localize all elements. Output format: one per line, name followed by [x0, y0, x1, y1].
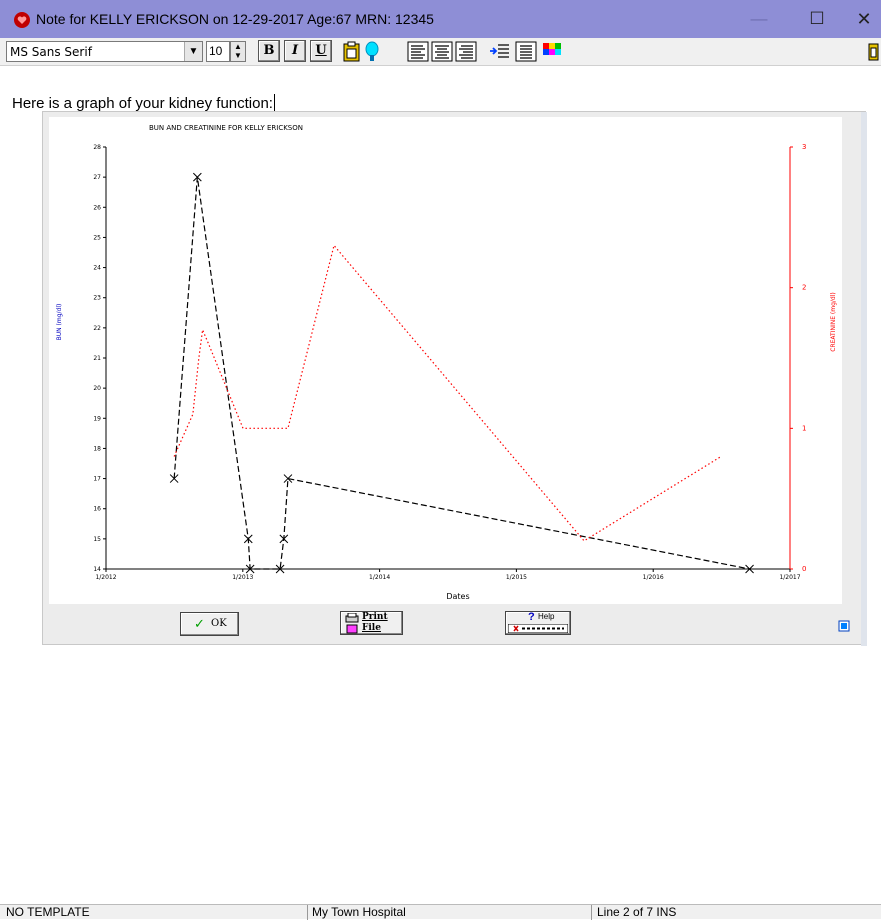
help-label: Help [538, 612, 555, 621]
underline-button[interactable]: U [310, 40, 332, 62]
chart-title: BUN AND CREATININE FOR KELLY ERICKSON [149, 124, 303, 132]
printer-icon [345, 613, 359, 623]
x-tick-label: 1/2013 [232, 574, 253, 581]
left-y-tick-label: 28 [93, 144, 101, 151]
kidney-function-chart: BUN AND CREATININE FOR KELLY ERICKSON141… [56, 124, 837, 601]
bun-data-point [245, 564, 255, 574]
left-y-tick-label: 18 [93, 445, 101, 452]
left-y-tick-label: 17 [93, 476, 101, 483]
left-y-tick-label: 19 [93, 415, 101, 422]
bun-data-point [192, 172, 202, 182]
bun-data-point [745, 564, 754, 574]
creatinine-series-line [173, 244, 722, 542]
left-y-tick-label: 15 [93, 536, 101, 543]
help-options-icon [508, 624, 568, 633]
minimize-button[interactable]: — [750, 9, 768, 28]
ok-button[interactable]: ✓ OK [180, 612, 239, 636]
bun-data-point [279, 534, 289, 544]
indent-icon[interactable] [489, 41, 511, 62]
resize-grip-icon[interactable] [838, 620, 850, 632]
right-y-axis-label: CREATININE (mg/dl) [830, 292, 837, 352]
help-question-icon: ? [528, 611, 535, 623]
status-template: NO TEMPLATE [6, 905, 90, 919]
x-tick-label: 1/2015 [506, 574, 527, 581]
left-y-tick-label: 14 [93, 566, 101, 573]
print-file-button[interactable]: Print File [340, 611, 403, 635]
document-text-line-1: Here is a graph of your kidney function: [12, 95, 273, 112]
left-y-tick-label: 20 [93, 385, 101, 392]
paste-icon[interactable] [341, 41, 363, 62]
italic-button[interactable]: I [284, 40, 306, 62]
right-y-tick-label: 3 [802, 143, 806, 151]
file-icon [346, 624, 358, 634]
font-name-select[interactable]: MS Sans Serif ▼ [6, 41, 203, 62]
right-y-tick-label: 0 [802, 565, 806, 573]
font-size-field[interactable]: 10 [206, 41, 230, 62]
color-palette-icon[interactable] [541, 41, 563, 62]
right-y-tick-label: 1 [802, 424, 806, 432]
status-separator [591, 905, 592, 920]
left-y-tick-label: 21 [93, 355, 101, 362]
window-title: Note for KELLY ERICKSON on 12-29-2017 Ag… [36, 11, 434, 27]
bun-series-line [173, 177, 750, 570]
checkmark-icon: ✓ [194, 616, 205, 631]
chevron-down-icon[interactable]: ▼ [184, 42, 202, 61]
left-y-tick-label: 22 [93, 325, 101, 332]
align-center-icon[interactable] [431, 41, 453, 62]
toolbar-overflow-icon[interactable] [866, 42, 880, 62]
app-heart-icon [14, 12, 30, 28]
font-size-spinner[interactable]: ▲ ▼ [230, 41, 246, 62]
bold-button[interactable]: B [258, 40, 280, 62]
left-y-axis-label: BUN (mg/dl) [56, 304, 63, 341]
align-right-icon[interactable] [455, 41, 477, 62]
align-left-icon[interactable] [407, 41, 429, 62]
bun-data-point [283, 474, 293, 483]
bun-data-point [169, 474, 179, 483]
status-bar: NO TEMPLATE My Town Hospital Line 2 of 7… [0, 904, 881, 920]
left-y-tick-label: 24 [93, 265, 101, 272]
kidney-graph-window: BUN AND CREATININE FOR KELLY ERICKSON 14 1… [42, 111, 867, 646]
print-label: Print [362, 612, 388, 622]
x-tick-label: 1/2017 [779, 574, 800, 581]
x-tick-label: 1/2014 [369, 574, 390, 581]
x-axis-label: Dates [446, 592, 469, 601]
file-label: File [362, 623, 381, 633]
document-line: Here is a graph of your kidney function: [12, 94, 275, 112]
maximize-button[interactable]: ☐ [809, 9, 825, 28]
chart-area: BUN AND CREATININE FOR KELLY ERICKSON 14 1… [49, 117, 842, 604]
left-y-tick-label: 23 [93, 295, 101, 302]
left-y-tick-label: 25 [93, 234, 101, 241]
status-separator [307, 905, 308, 920]
background-window-edge [861, 112, 867, 646]
bun-data-point [275, 564, 285, 574]
ok-label: OK [211, 618, 227, 629]
close-button[interactable]: ✕ [856, 9, 872, 29]
help-button[interactable]: ? Help [505, 611, 571, 635]
bun-data-point [243, 534, 253, 544]
left-y-tick-label: 27 [93, 174, 101, 181]
highlight-icon[interactable] [363, 41, 385, 62]
x-tick-label: 1/2012 [95, 574, 116, 581]
title-bar: Note for KELLY ERICKSON on 12-29-2017 Ag… [0, 0, 881, 38]
text-caret [273, 94, 275, 111]
font-name-value: MS Sans Serif [10, 45, 92, 59]
status-position: Line 2 of 7 INS [597, 905, 677, 919]
status-facility: My Town Hospital [312, 905, 406, 919]
format-toolbar: MS Sans Serif ▼ 10 ▲ ▼ B I U [0, 38, 881, 66]
bullet-list-icon[interactable] [515, 41, 537, 62]
right-y-tick-label: 2 [802, 284, 806, 292]
left-y-tick-label: 26 [93, 204, 101, 211]
x-tick-label: 1/2016 [643, 574, 664, 581]
left-y-tick-label: 16 [93, 506, 101, 513]
